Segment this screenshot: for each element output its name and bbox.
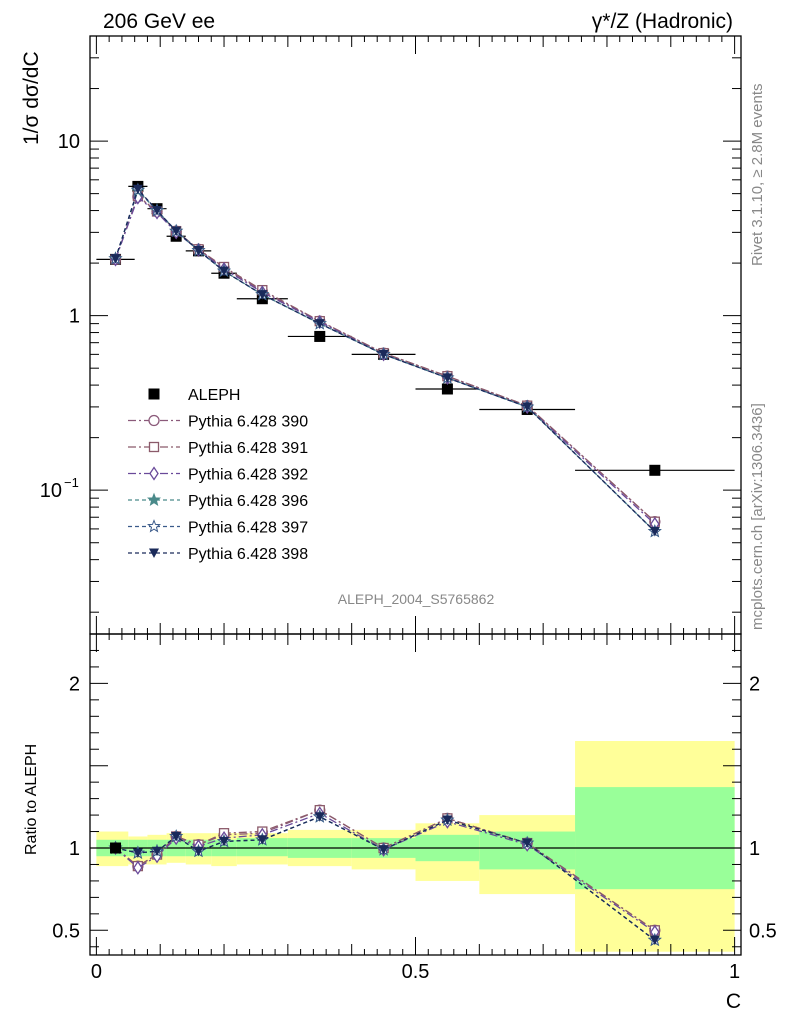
ratio-ytick-label: 1	[69, 838, 80, 860]
band-inner	[575, 787, 735, 890]
ratio-point	[522, 838, 533, 849]
legend-label: Pythia 6.428 391	[188, 440, 308, 457]
legend-marker	[148, 414, 160, 427]
ratio-point	[219, 836, 230, 847]
ratio-point	[314, 812, 325, 822]
mc-point	[171, 226, 182, 237]
legend-marker	[149, 548, 159, 558]
band-inner	[236, 838, 288, 857]
legend-marker	[149, 466, 159, 481]
legend-marker	[148, 388, 160, 400]
legend-marker	[147, 492, 161, 507]
side-text-bottom-group: mcplots.cern.ch [arXiv:1306.3436]	[749, 403, 766, 630]
legend-label: Pythia 6.428 392	[188, 467, 308, 484]
legend-marker	[148, 441, 160, 453]
legend-label: Pythia 6.428 398	[188, 546, 308, 563]
ratio-ytick-label-right: 2	[749, 673, 760, 695]
mc-point	[442, 373, 453, 383]
xtick-label: 0	[91, 961, 102, 983]
mc-line	[114, 188, 656, 532]
ratio-ylabel: Ratio to ALEPH	[23, 744, 40, 855]
mc-point	[152, 206, 163, 216]
side-text-bottom: mcplots.cern.ch [arXiv:1306.3436]	[749, 403, 766, 630]
mc-point	[257, 290, 268, 300]
ratio-point	[132, 848, 143, 858]
ratio-point	[171, 831, 182, 842]
legend-label: Pythia 6.428 397	[188, 520, 308, 537]
mc-point	[132, 184, 143, 195]
ratio-point	[257, 835, 268, 845]
ratio-line	[115, 809, 656, 931]
mc-point	[193, 246, 204, 256]
data-point	[441, 383, 453, 395]
header-right: γ*/Z (Hadronic)	[592, 10, 733, 33]
mc-point	[110, 254, 121, 264]
ratio-point	[378, 845, 389, 855]
xtick-label: 0.5	[402, 961, 430, 983]
ratio-ytick-label: 2	[69, 673, 80, 695]
ratio-ytick-label-right: 0.5	[749, 920, 777, 942]
main-ylabel: 1/σ dσ/dC	[20, 51, 43, 145]
ratio-ytick-label-right: 1	[749, 838, 760, 860]
xtick-label: 1	[729, 961, 740, 983]
legend-marker	[147, 519, 161, 533]
ratio-ytick-label: 0.5	[52, 920, 80, 942]
mc-point	[314, 319, 325, 329]
main-ytick-label: 1	[69, 306, 80, 328]
main-ytick-label: 10	[40, 480, 62, 502]
legend-label: Pythia 6.428 396	[188, 493, 308, 510]
ratio-data-point	[110, 842, 122, 854]
data-point	[649, 464, 661, 476]
ratio-point	[152, 846, 163, 857]
header-left: 206 GeV ee	[103, 10, 215, 33]
main-ylabel-group: 1/σ dσ/dC	[20, 51, 43, 145]
mc-point	[378, 349, 389, 360]
ratio-point	[649, 935, 660, 946]
ratio-line	[115, 815, 656, 941]
main-frame	[89, 35, 742, 635]
ratio-point	[193, 846, 204, 857]
main-ytick-exponent: −1	[64, 475, 79, 490]
side-text-top: Rivet 3.1.10, ≥ 2.8M events	[749, 84, 766, 267]
ratio-panel	[90, 804, 741, 947]
side-text-top-group: Rivet 3.1.10, ≥ 2.8M events	[749, 84, 766, 267]
legend-label: ALEPH	[188, 387, 240, 404]
data-point	[314, 330, 326, 342]
ratio-xlabel: C	[726, 990, 741, 1013]
main-ytick-label: 10	[58, 131, 80, 153]
mc-point	[522, 402, 533, 412]
legend-label: Pythia 6.428 390	[188, 414, 308, 431]
legend: ALEPH Pythia 6.428 390 Pythia 6.428 391 Pyt…	[128, 387, 308, 563]
mc-point	[649, 526, 660, 537]
ratio-point	[133, 860, 143, 875]
mc-point	[219, 266, 230, 277]
ratio-point	[442, 815, 453, 826]
ratio-ylabel-group: Ratio to ALEPH	[23, 744, 40, 855]
main-panel	[96, 180, 735, 538]
analysis-watermark: ALEPH_2004_S5765862	[338, 591, 495, 607]
